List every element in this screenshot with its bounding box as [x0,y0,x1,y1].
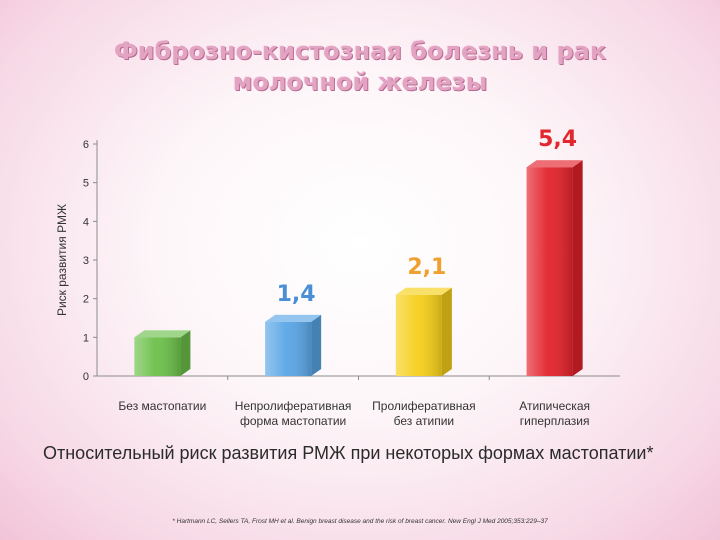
x-category-label: без атипии [394,414,455,428]
bar [134,330,191,376]
x-category-label: Атипическая [519,399,590,413]
slide-title: Фиброзно-кистозная болезнь и рак молочно… [0,36,720,97]
bar-top [526,160,583,168]
y-tick-label: 4 [83,216,89,228]
bar-side-shade [311,314,322,376]
bar-top-highlight [526,160,583,168]
y-tick-label: 3 [83,255,89,267]
bar-side-shade [441,287,452,376]
bar-top-highlight [265,314,322,322]
bar-front-shade [265,321,312,376]
x-category-label: Непролиферативная [235,399,352,413]
bar-top [265,314,322,322]
title-line-2: молочной железы [232,67,488,96]
y-tick-label: 5 [83,178,89,190]
x-category-label: форма мастопатии [240,414,346,428]
bar-side-shade [180,330,191,376]
data-label: 5,4 [538,127,577,152]
title-line-1: Фиброзно-кистозная болезнь и рак [113,37,607,65]
x-category-label: Без мастопатии [118,399,206,413]
data-label: 2,1 [407,255,446,280]
bar-side [572,160,583,376]
bar-front-shade [395,294,442,376]
bar-side-shade [572,160,583,376]
bar-top [134,330,191,338]
bar-front-shade [134,337,181,376]
bar-side [180,330,191,376]
bar [526,160,583,376]
bar-top-highlight [134,330,191,338]
y-tick-label: 0 [83,371,89,383]
footnote: * Hartmann LC, Sellers TA, Frost MH et a… [172,518,548,525]
bar [395,287,452,376]
y-tick-label: 1 [83,332,89,344]
bar [265,314,322,376]
data-label: 1,4 [277,282,316,307]
bar-top [395,287,452,295]
bar-front-shade [526,167,573,376]
y-tick-label: 6 [83,139,89,151]
bar-side [441,287,452,376]
bar-side [311,314,322,376]
x-category-label: Пролиферативная [372,399,475,413]
x-category-label: гиперплазия [520,414,590,428]
y-axis-label: Риск развития РМЖ [55,204,69,316]
bar-top-highlight [395,287,452,295]
chart-caption: Относительный риск развития РМЖ при неко… [43,443,654,463]
y-tick-label: 2 [83,294,89,306]
